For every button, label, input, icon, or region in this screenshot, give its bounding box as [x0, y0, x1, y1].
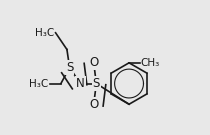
Text: O: O [89, 56, 98, 69]
Text: H₃C: H₃C [29, 79, 49, 89]
Text: H₃C: H₃C [35, 28, 55, 38]
Text: CH₃: CH₃ [141, 58, 160, 68]
Text: N: N [76, 77, 85, 90]
Text: O: O [89, 98, 98, 111]
Text: S: S [93, 77, 100, 90]
Text: S: S [66, 61, 73, 74]
